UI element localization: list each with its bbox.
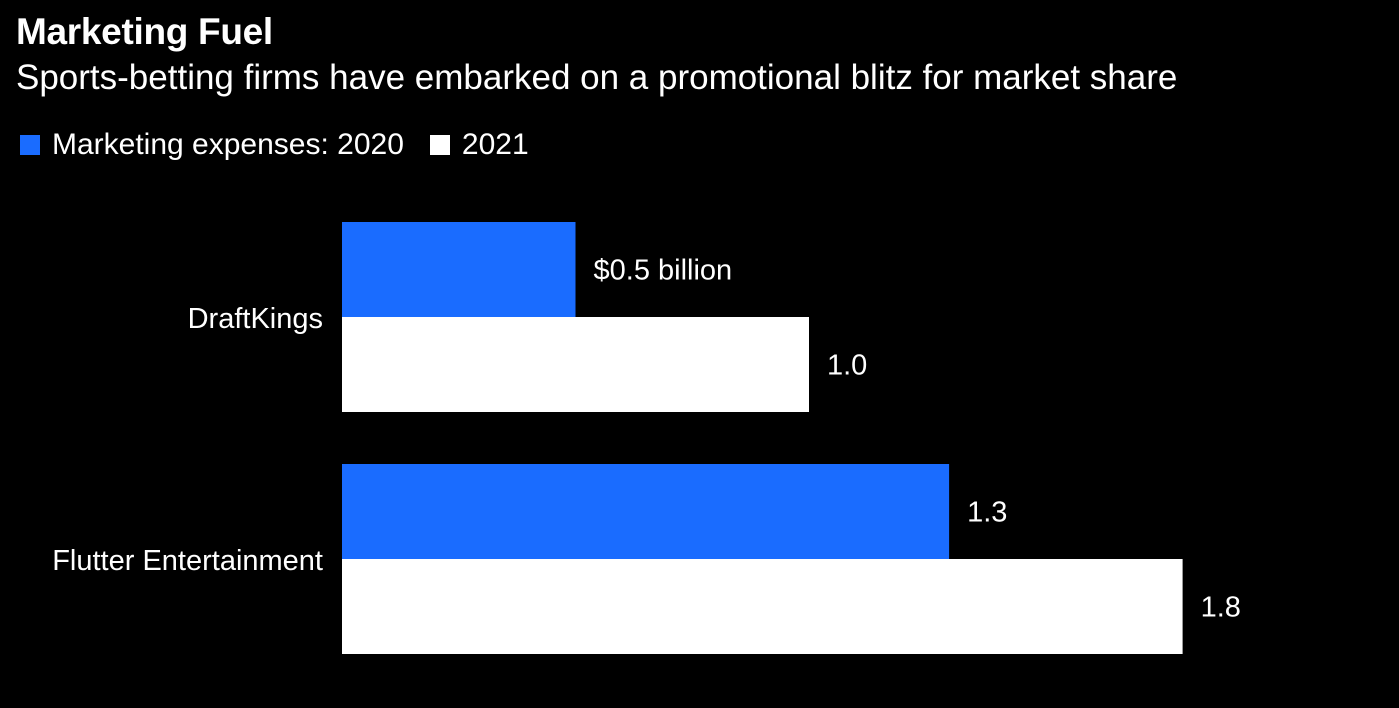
legend-swatch-2020 bbox=[20, 135, 40, 155]
bar-flutter-entertainment-2020 bbox=[342, 464, 950, 559]
legend-label-2021: 2021 bbox=[461, 128, 529, 161]
value-label-draftkings-2020: $0.5 billion bbox=[594, 255, 733, 287]
category-label-flutter-entertainment: Flutter Entertainment bbox=[52, 545, 323, 577]
chart-subtitle: Sports-betting firms have embarked on a … bbox=[16, 58, 1178, 97]
legend-swatch-2021 bbox=[429, 135, 450, 155]
value-label-flutter-entertainment-2020: 1.3 bbox=[967, 497, 1007, 529]
bar-draftkings-2020 bbox=[342, 222, 576, 317]
bar-flutter-entertainment-2021 bbox=[342, 559, 1183, 654]
value-label-draftkings-2021: 1.0 bbox=[827, 350, 867, 382]
category-label-draftkings: DraftKings bbox=[188, 303, 323, 335]
legend-label-2020: Marketing expenses: 2020 bbox=[52, 128, 404, 161]
legend-item-2020: Marketing expenses: 2020 bbox=[20, 128, 404, 162]
legend-item-2021: 2021 bbox=[429, 128, 529, 162]
value-label-flutter-entertainment-2021: 1.8 bbox=[1201, 592, 1241, 624]
legend: Marketing expenses: 2020 2021 bbox=[20, 126, 555, 164]
chart-title: Marketing Fuel bbox=[16, 11, 273, 52]
bar-draftkings-2021 bbox=[342, 317, 809, 412]
